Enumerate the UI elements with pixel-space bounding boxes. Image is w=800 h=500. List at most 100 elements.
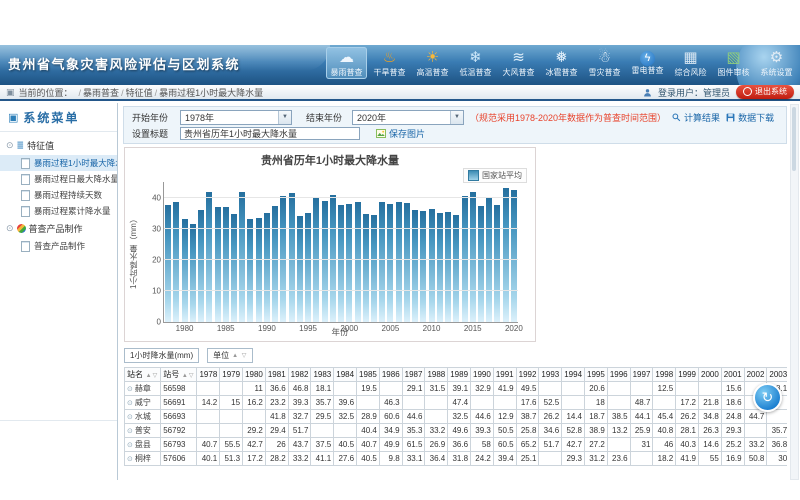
- station-expand-icon[interactable]: ⊙: [127, 400, 133, 407]
- tool-settings[interactable]: ⚙ 系统设置: [756, 47, 797, 79]
- save-image-button[interactable]: 保存图片: [376, 127, 425, 140]
- column-header-year[interactable]: 1984: [333, 367, 358, 382]
- column-header-year[interactable]: 1990: [470, 367, 494, 382]
- column-header-year[interactable]: 1985: [356, 367, 380, 382]
- tool-high-temp[interactable]: ☀ 高温普查: [412, 47, 453, 79]
- tool-snow[interactable]: ☃ 雪灾普查: [584, 47, 625, 79]
- bar-1999[interactable]: [338, 205, 345, 322]
- bar-1996[interactable]: [313, 197, 320, 322]
- column-header-year[interactable]: 1980: [242, 367, 266, 382]
- value-type-box[interactable]: 1小时降水量(mm): [124, 348, 200, 363]
- tool-low-temp[interactable]: ❄ 低温普查: [455, 47, 496, 79]
- breadcrumb-item[interactable]: 暴雨普查: [83, 87, 120, 98]
- station-expand-icon[interactable]: ⊙: [127, 414, 133, 421]
- bar-2012[interactable]: [445, 212, 452, 322]
- bar-2000[interactable]: [346, 204, 353, 322]
- column-header-year[interactable]: 1983: [310, 367, 335, 382]
- column-header-year[interactable]: 1997: [629, 367, 654, 382]
- column-header-year[interactable]: 1989: [447, 367, 472, 382]
- bar-2019[interactable]: [502, 188, 509, 322]
- sidebar-group-1[interactable]: ⊙ 普查产品制作: [0, 219, 117, 238]
- bar-2005[interactable]: [387, 203, 394, 322]
- table-row[interactable]: ⊙ 桐梓 57606 40.1 51.3 17.2 28.2 33.2 41.1 27.6 40.5…: [124, 451, 787, 466]
- bar-1979[interactable]: [173, 202, 180, 322]
- bar-2020[interactable]: [510, 190, 517, 322]
- bar-2011[interactable]: [436, 213, 443, 322]
- column-header-station-id[interactable]: 站号 ▲▽: [160, 367, 198, 382]
- column-header-year[interactable]: 1991: [492, 367, 517, 382]
- bar-1991[interactable]: [272, 205, 279, 322]
- sidebar-group-0[interactable]: ⊙ ≣ 特征值: [0, 136, 117, 155]
- bar-1982[interactable]: [198, 210, 205, 322]
- bar-1990[interactable]: [263, 212, 270, 322]
- tool-wind[interactable]: ≋ 大风普查: [498, 47, 539, 79]
- tree-toggle-icon[interactable]: ⊙: [6, 140, 14, 150]
- download-button[interactable]: 数据下载: [726, 111, 774, 124]
- bar-2007[interactable]: [403, 203, 410, 322]
- station-expand-icon[interactable]: ⊙: [127, 456, 133, 463]
- bar-2008[interactable]: [412, 209, 419, 322]
- column-header-year[interactable]: 2002: [743, 367, 768, 382]
- bar-1993[interactable]: [288, 192, 295, 322]
- table-row[interactable]: ⊙ 威宁 56691 14.2 15 16.2 23.2 39.3 35.7 39.6 46.3 47…: [124, 395, 787, 410]
- bar-1985[interactable]: [222, 206, 229, 322]
- breadcrumb-item[interactable]: 特征值: [125, 87, 153, 98]
- tool-map-review[interactable]: ▧ 图件审核: [713, 47, 754, 79]
- bar-2004[interactable]: [379, 201, 386, 322]
- station-expand-icon[interactable]: ⊙: [127, 442, 133, 449]
- sidebar-item[interactable]: 普查产品制作: [0, 238, 117, 254]
- column-header-year[interactable]: 1988: [424, 367, 449, 382]
- bar-2003[interactable]: [370, 215, 377, 322]
- sort-arrows-icon[interactable]: ▲▽: [143, 373, 159, 379]
- sidebar-item[interactable]: 暴雨过程持续天数: [0, 187, 117, 203]
- sort-arrows-icon[interactable]: ▲▽: [179, 373, 195, 379]
- calculate-button[interactable]: 计算结果: [672, 111, 720, 124]
- column-header-station-name[interactable]: 站名 ▲▽: [124, 367, 162, 382]
- column-header-year[interactable]: 1994: [561, 367, 586, 382]
- bar-2015[interactable]: [469, 192, 476, 322]
- tool-lightning[interactable]: ϟ 雷电普查: [627, 47, 668, 79]
- column-header-year[interactable]: 1996: [606, 367, 631, 382]
- tool-rainstorm[interactable]: ☁ 暴雨普查: [326, 47, 367, 79]
- bar-2009[interactable]: [420, 211, 427, 322]
- bar-1988[interactable]: [247, 218, 254, 322]
- scrollbar-thumb[interactable]: [792, 107, 796, 171]
- column-header-year[interactable]: 2003: [766, 367, 787, 382]
- bar-2016[interactable]: [478, 206, 485, 322]
- column-header-year[interactable]: 1992: [515, 367, 540, 382]
- station-expand-icon[interactable]: ⊙: [127, 428, 133, 435]
- column-header-year[interactable]: 2001: [720, 367, 745, 382]
- bar-1997[interactable]: [321, 201, 328, 322]
- column-header-year[interactable]: 2000: [698, 367, 722, 382]
- end-year-select[interactable]: 2020年 ▼: [352, 109, 464, 125]
- bar-2018[interactable]: [494, 205, 501, 322]
- logout-button[interactable]: 退出系统: [736, 85, 794, 99]
- table-row[interactable]: ⊙ 普安 56792 29.2 29.4 51.7 40.4 34.9 35.3 33.2 49.6…: [124, 423, 787, 438]
- bar-1995[interactable]: [305, 212, 312, 322]
- bar-1987[interactable]: [239, 191, 246, 322]
- tool-composite-risk[interactable]: ▦ 综合风险: [670, 47, 711, 79]
- bar-1983[interactable]: [206, 192, 213, 322]
- column-header-year[interactable]: 1993: [538, 367, 563, 382]
- table-row[interactable]: ⊙ 赫章 56598 11 36.6 46.8 18.1 19.5 29.1 31.5 39.1 32…: [124, 381, 787, 396]
- unit-sort-control[interactable]: 单位 ▲ ▽: [207, 348, 254, 363]
- tool-hail[interactable]: ❅ 冰雹普查: [541, 47, 582, 79]
- bar-1986[interactable]: [230, 213, 237, 322]
- column-header-year[interactable]: 1999: [675, 367, 699, 382]
- tool-drought[interactable]: ♨ 干旱普查: [369, 47, 410, 79]
- column-header-year[interactable]: 1978: [196, 367, 221, 382]
- vertical-scrollbar[interactable]: [790, 104, 799, 480]
- bar-1998[interactable]: [329, 195, 336, 322]
- tree-toggle-icon[interactable]: ⊙: [6, 223, 14, 233]
- column-header-year[interactable]: 1982: [287, 367, 312, 382]
- bar-1978[interactable]: [165, 205, 172, 322]
- sidebar-item[interactable]: 暴雨过程日最大降水量: [0, 171, 117, 187]
- sidebar-item[interactable]: 暴雨过程1小时最大降水量: [0, 155, 117, 171]
- table-row[interactable]: ⊙ 盘县 56793 40.7 55.5 42.7 26 43.7 37.5 40.5 40.7 49…: [124, 437, 787, 452]
- column-header-year[interactable]: 1986: [378, 367, 403, 382]
- column-header-year[interactable]: 1981: [264, 367, 289, 382]
- station-expand-icon[interactable]: ⊙: [127, 386, 133, 393]
- bar-2001[interactable]: [354, 201, 361, 322]
- bar-1984[interactable]: [214, 206, 221, 322]
- start-year-select[interactable]: 1978年 ▼: [180, 109, 292, 125]
